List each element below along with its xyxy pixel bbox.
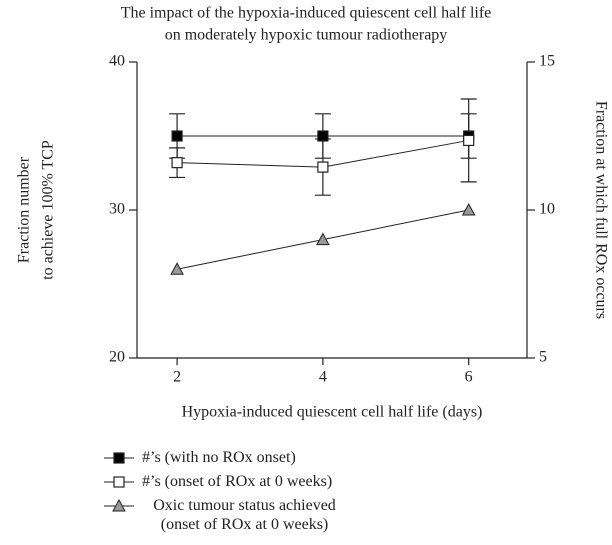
y2-tick-label: 10 [539, 201, 555, 218]
legend-label: Oxic tumour status achieved (onset of RO… [153, 497, 336, 533]
y2-tick-label: 5 [539, 349, 547, 366]
marker [171, 130, 183, 142]
marker [113, 452, 125, 464]
marker [316, 232, 330, 246]
legend: #’s (with no ROx onset) #’s (onset of ROx… [100, 448, 347, 533]
y-tick-label: 40 [109, 53, 125, 70]
legend-label: #’s (onset of ROx at 0 weeks) [142, 473, 333, 490]
legend-label: #’s (with no ROx onset) [142, 449, 296, 466]
legend-swatch [104, 498, 134, 512]
marker [113, 476, 125, 488]
legend-item: #’s (onset of ROx at 0 weeks) [100, 472, 347, 496]
y2-axis-label: Fraction at which full ROx occurs [592, 101, 609, 319]
legend-swatch [104, 476, 134, 488]
x-tick-label: 6 [465, 369, 473, 386]
marker [112, 498, 126, 512]
chart-title: on moderately hypoxic tumour radiotherap… [165, 27, 448, 44]
x-tick-label: 2 [173, 369, 181, 386]
legend-item: #’s (with no ROx onset) [100, 448, 347, 472]
marker [461, 202, 476, 216]
marker [170, 262, 184, 275]
y-axis-label-line: to achieve 100% TCP [40, 140, 57, 280]
marker [317, 130, 329, 142]
chart: The impact of the hypoxia-induced quiesc… [16, 5, 610, 421]
x-tick-label: 4 [319, 369, 327, 386]
legend-swatch [104, 452, 134, 464]
y2-tick-label: 15 [539, 53, 555, 70]
y-axis-label: Fraction number to achieve 100% TCP [16, 140, 57, 280]
marker [463, 134, 475, 147]
y-axis-label-line: Fraction number [16, 156, 33, 263]
x-axis-label: Hypoxia-induced quiescent cell half life… [182, 404, 483, 421]
marker [317, 161, 329, 173]
marker [171, 157, 183, 169]
y-tick-label: 30 [109, 201, 125, 218]
legend-item: Oxic tumour status achieved (onset of RO… [100, 496, 347, 533]
y-tick-label: 20 [109, 349, 125, 366]
chart-title: The impact of the hypoxia-induced quiesc… [121, 5, 492, 22]
